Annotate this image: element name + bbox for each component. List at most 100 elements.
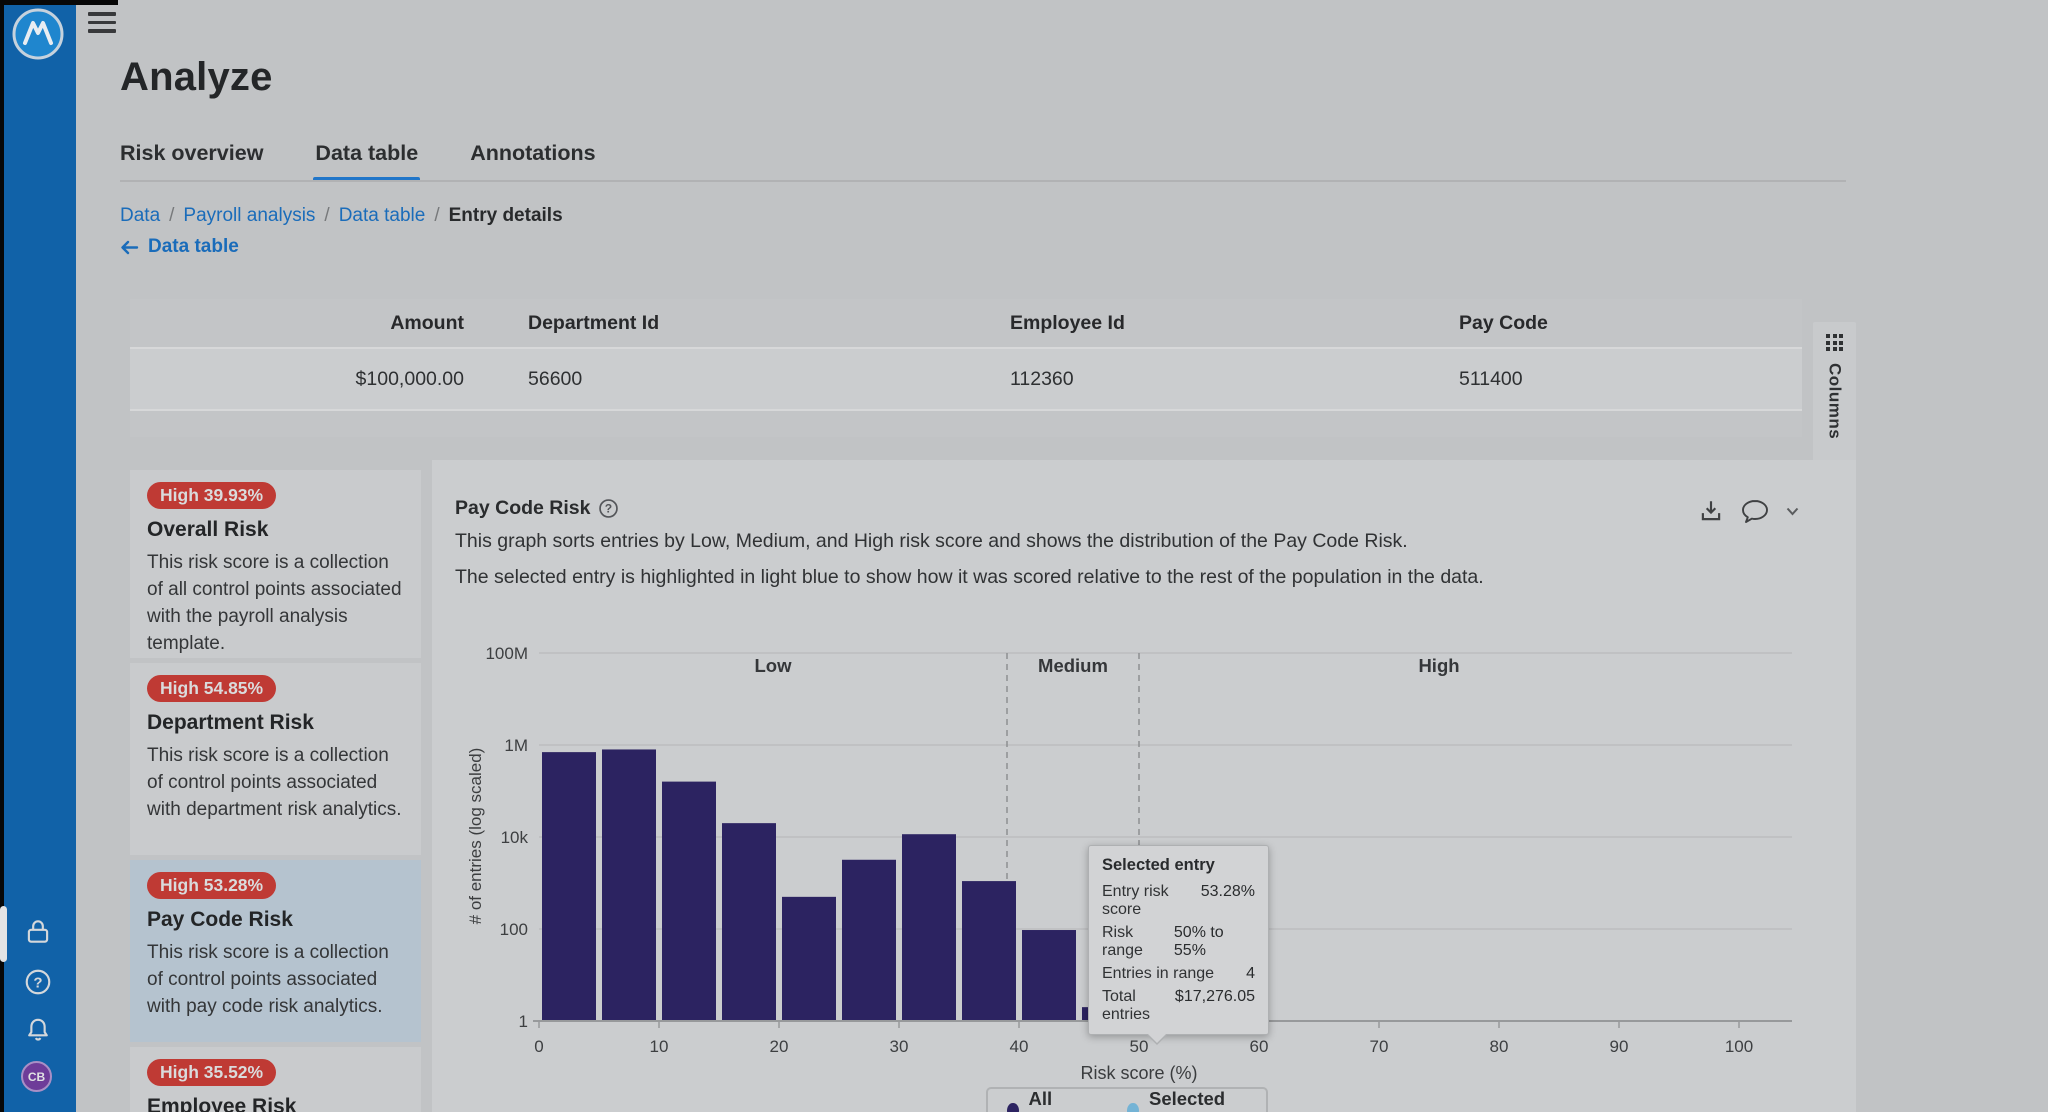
sidebar-scroll-thumb[interactable]	[0, 906, 7, 962]
risk-badge: High 54.85%	[147, 675, 277, 702]
breadcrumb-separator: /	[324, 205, 330, 226]
tooltip-label: Entries in range	[1102, 965, 1215, 982]
top-edge	[0, 0, 118, 5]
mountain-logo-icon	[12, 8, 64, 60]
tab-data-table[interactable]: Data table	[313, 141, 420, 182]
risk-card-description: This risk score is a collection of all c…	[147, 552, 402, 654]
svg-text:?: ?	[605, 502, 612, 516]
tab-underline	[120, 180, 1846, 182]
risk-card-title: Employee Risk	[147, 1095, 297, 1112]
selected-entry-dot	[1127, 1102, 1139, 1112]
svg-text:Low: Low	[755, 655, 793, 676]
svg-text:1: 1	[519, 1012, 528, 1031]
svg-text:1M: 1M	[504, 736, 528, 755]
svg-text:70: 70	[1370, 1037, 1389, 1056]
legend-all-entries[interactable]: All entries	[1007, 1088, 1097, 1112]
svg-text:20: 20	[770, 1037, 789, 1056]
svg-text:60: 60	[1250, 1037, 1269, 1056]
risk-badge: High 39.93%	[147, 482, 277, 509]
svg-text:30: 30	[890, 1037, 909, 1056]
chart-help-icon[interactable]: ?	[599, 499, 619, 518]
columns-button-label: Columns	[1825, 363, 1845, 440]
risk-card-department[interactable]: High 54.85% Department Risk This risk sc…	[130, 663, 421, 855]
cell-employee-id: 112360	[1010, 367, 1074, 390]
tooltip-label: Risk range	[1102, 924, 1143, 959]
svg-text:Risk score (%): Risk score (%)	[1080, 1063, 1197, 1083]
risk-card-title: Pay Code Risk	[147, 908, 293, 931]
tooltip-value: $17,276.05	[1174, 988, 1255, 1005]
svg-text:?: ?	[33, 974, 42, 991]
breadcrumb-separator: /	[169, 205, 175, 226]
legend-label: Selected entry	[1149, 1088, 1226, 1112]
table-footer-strip	[130, 411, 1802, 437]
tooltip-value: 4	[1246, 965, 1255, 982]
entry-details-table: Amount Department Id Employee Id Pay Cod…	[130, 299, 1802, 437]
risk-card-overall[interactable]: High 39.93% Overall Risk This risk score…	[130, 470, 421, 658]
breadcrumb-separator: /	[434, 205, 440, 226]
selected-entry-tooltip: Selected entry Entry risk score 53.28% Ri…	[1088, 845, 1269, 1045]
cell-amount: $100,000.00	[355, 367, 464, 390]
chart-legend: All entries Selected entry	[986, 1087, 1268, 1112]
col-header-pay-code: Pay Code	[1459, 311, 1548, 334]
app-logo[interactable]	[11, 7, 65, 61]
svg-text:100: 100	[1725, 1037, 1753, 1056]
menu-hamburger-icon[interactable]	[88, 12, 116, 38]
user-avatar[interactable]: CB	[21, 1061, 52, 1092]
svg-text:10: 10	[650, 1037, 669, 1056]
legend-selected-entry[interactable]: Selected entry	[1127, 1088, 1247, 1112]
breadcrumb-entry-details: Entry details	[448, 205, 563, 226]
risk-badge: High 35.52%	[147, 1059, 277, 1086]
back-arrow-icon	[121, 240, 139, 254]
tooltip-value: 53.28%	[1200, 883, 1255, 900]
cell-department-id: 56600	[528, 367, 583, 390]
risk-card-employee[interactable]: High 35.52% Employee Risk	[130, 1047, 421, 1112]
lock-icon[interactable]	[21, 915, 55, 949]
left-edge	[0, 0, 4, 1112]
tooltip-value: 50% to 55%	[1173, 924, 1224, 959]
download-icon[interactable]	[1698, 498, 1724, 524]
svg-text:Medium: Medium	[1038, 655, 1108, 676]
risk-badge: High 53.28%	[147, 872, 277, 899]
table-row[interactable]: $100,000.00 56600 112360 511400	[130, 349, 1802, 409]
svg-text:80: 80	[1490, 1037, 1509, 1056]
cell-pay-code: 511400	[1459, 367, 1523, 390]
risk-histogram[interactable]: 1 100 10k 1M 100M Low Medium High 0 10 20 30 40 50 60 7…	[432, 620, 1856, 1100]
breadcrumb-data[interactable]: Data	[120, 205, 161, 226]
page-title: Analyze	[120, 55, 273, 99]
breadcrumb-data-table[interactable]: Data table	[338, 205, 426, 226]
back-link-label: Data table	[148, 236, 239, 257]
risk-card-pay-code[interactable]: High 53.28% Pay Code Risk This risk scor…	[130, 860, 421, 1042]
grid-icon	[1826, 334, 1843, 351]
tooltip-label: Entry risk score	[1102, 883, 1169, 918]
tab-bar: Risk overview Data table Annotations	[120, 141, 596, 182]
chart-description-1: This graph sorts entries by Low, Medium,…	[455, 530, 1408, 552]
svg-text:0: 0	[534, 1037, 543, 1056]
bell-icon[interactable]	[21, 1013, 55, 1047]
svg-text:90: 90	[1610, 1037, 1629, 1056]
tab-annotations[interactable]: Annotations	[470, 141, 596, 165]
chart-title: Pay Code Risk	[455, 497, 591, 519]
risk-card-title: Overall Risk	[147, 518, 269, 541]
svg-text:High: High	[1418, 655, 1459, 676]
col-header-department-id: Department Id	[528, 311, 660, 334]
tooltip-title: Selected entry	[1102, 856, 1215, 874]
col-header-employee-id: Employee Id	[1010, 311, 1125, 334]
help-icon[interactable]: ?	[21, 965, 55, 999]
svg-text:40: 40	[1010, 1037, 1029, 1056]
comment-icon[interactable]	[1740, 498, 1770, 524]
back-to-data-table-link[interactable]: Data table	[120, 236, 239, 258]
chevron-down-icon[interactable]	[1786, 507, 1799, 516]
svg-text:100: 100	[500, 920, 528, 939]
col-header-amount: Amount	[390, 311, 464, 334]
all-entries-dot	[1007, 1102, 1019, 1112]
tab-risk-overview[interactable]: Risk overview	[120, 141, 264, 165]
breadcrumb-payroll-analysis[interactable]: Payroll analysis	[183, 205, 316, 226]
risk-card-description: This risk score is a collection of contr…	[147, 942, 389, 1017]
chart-description-2: The selected entry is highlighted in lig…	[455, 566, 1484, 588]
sidebar	[0, 0, 76, 1112]
breadcrumb: Data / Payroll analysis / Data table / E…	[120, 205, 563, 227]
svg-text:50: 50	[1130, 1037, 1149, 1056]
legend-label: All entries	[1028, 1088, 1090, 1112]
risk-card-description: This risk score is a collection of contr…	[147, 745, 402, 820]
